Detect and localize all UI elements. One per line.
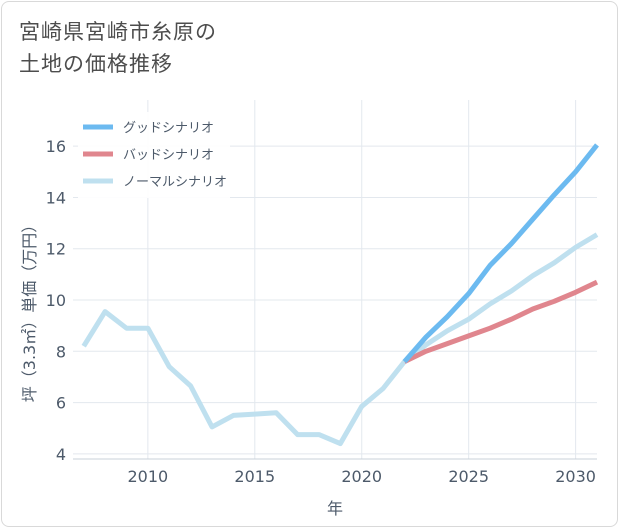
y-tick-label-6: 6: [56, 394, 66, 413]
series-line-good: [402, 143, 599, 364]
legend-label-normal: ノーマルシナリオ: [123, 175, 227, 190]
chart-title-line-2: 土地の価格推移: [19, 52, 173, 76]
legend-label-bad: バッドシナリオ: [123, 148, 214, 163]
x-tick-label-2020: 2020: [341, 467, 382, 486]
y-tick-label-12: 12: [46, 240, 66, 259]
chart-title-line-1: 宮崎県宮崎市糸原の: [19, 20, 217, 44]
y-axis-title: 坪（3.3㎡）単価（万円）: [20, 217, 39, 402]
legend-label-good: グッドシナリオ: [123, 121, 214, 136]
x-tick-labels: 2010 2015 2020 2025 2030: [127, 467, 595, 486]
series-line-normal: [81, 232, 599, 447]
series-lines: [81, 143, 599, 447]
x-tick-label-2025: 2025: [448, 467, 489, 486]
y-tick-label-8: 8: [56, 342, 66, 361]
x-tick-label-2015: 2015: [234, 467, 275, 486]
x-axis-title: 年: [327, 499, 343, 518]
x-tick-label-2010: 2010: [127, 467, 168, 486]
y-tick-label-14: 14: [46, 188, 66, 207]
y-tick-labels: 4 6 8 10 12 14 16: [46, 137, 66, 464]
x-tick-label-2030: 2030: [555, 467, 596, 486]
y-tick-label-4: 4: [56, 445, 66, 464]
y-tick-label-16: 16: [46, 137, 66, 156]
series-line-bad: [403, 279, 599, 364]
chart-title: 宮崎県宮崎市糸原の 土地の価格推移: [19, 16, 217, 80]
y-tick-label-10: 10: [46, 291, 66, 310]
